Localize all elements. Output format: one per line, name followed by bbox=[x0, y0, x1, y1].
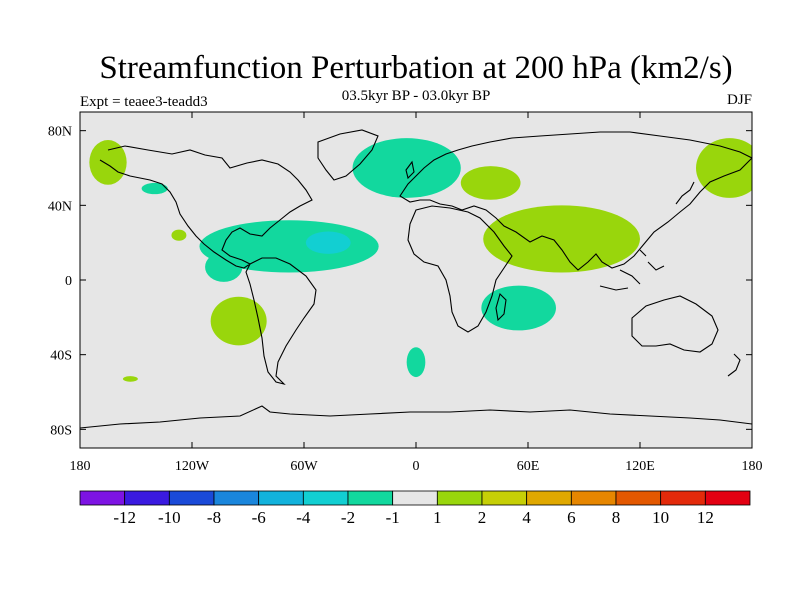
y-tick-label: 80N bbox=[48, 125, 72, 140]
colorbar-label: -2 bbox=[341, 508, 355, 527]
colorbar-swatch bbox=[704, 490, 751, 506]
colorbar-label: -8 bbox=[207, 508, 221, 527]
region-south-indian-ocean-negative bbox=[481, 285, 556, 331]
colorbar-swatch bbox=[347, 490, 394, 506]
y-tick-label: 0 bbox=[65, 274, 72, 289]
region-mediterranean-positive bbox=[460, 166, 521, 200]
colorbar-label: -6 bbox=[252, 508, 266, 527]
x-tick-label: 120W bbox=[175, 459, 210, 474]
region-west-pacific-positive bbox=[696, 138, 752, 198]
coastlines bbox=[80, 129, 752, 429]
shaded-regions bbox=[89, 138, 752, 382]
region-southern-ocean-negative bbox=[406, 347, 426, 378]
colorbar-label: 8 bbox=[612, 508, 621, 527]
maritime-continent-islands bbox=[599, 249, 665, 291]
colorbar-swatch bbox=[392, 490, 438, 506]
colorbar-label: -4 bbox=[296, 508, 311, 527]
x-tick-label: 120E bbox=[625, 459, 655, 474]
colorbar-label: 12 bbox=[697, 508, 714, 527]
plot-title: Streamfunction Perturbation at 200 hPa (… bbox=[99, 50, 733, 86]
colorbar-swatch bbox=[660, 490, 706, 506]
south-america-coast bbox=[245, 257, 317, 386]
region-tropical-atlantic-core bbox=[305, 231, 351, 254]
north-america-coast bbox=[99, 145, 313, 269]
x-tick-label: 180 bbox=[70, 459, 91, 474]
colorbar-swatch bbox=[570, 490, 617, 506]
colorbar-swatch bbox=[481, 490, 528, 506]
x-tick-label: 0 bbox=[413, 459, 420, 474]
region-north-pacific-negative bbox=[141, 182, 168, 195]
colorbar-label: -10 bbox=[158, 508, 181, 527]
colorbar-swatch bbox=[79, 490, 126, 506]
region-east-pacific-small bbox=[171, 229, 187, 241]
new-zealand-coast bbox=[727, 353, 741, 377]
colorbar-label: -1 bbox=[386, 508, 400, 527]
japan-coast bbox=[675, 181, 695, 205]
y-tick-label: 40N bbox=[48, 199, 72, 214]
region-east-tropical-pacific-negative bbox=[205, 251, 243, 282]
colorbar-swatch bbox=[213, 490, 260, 506]
colorbar-swatch bbox=[258, 490, 304, 506]
africa-coast bbox=[407, 205, 513, 333]
region-canada-arctic-negative bbox=[89, 140, 127, 185]
colorbar: -12 -10 -8 -6 -4 -2 -1 1 2 4 6 8 10 12 bbox=[79, 490, 751, 527]
season-label: DJF bbox=[726, 92, 752, 108]
x-tick-label: 180 bbox=[742, 459, 763, 474]
region-south-asia-positive bbox=[483, 205, 640, 273]
colorbar-swatch bbox=[436, 490, 483, 506]
madagascar-coast bbox=[495, 292, 507, 322]
x-tick-label: 60E bbox=[517, 459, 540, 474]
colorbar-label: 10 bbox=[652, 508, 669, 527]
y-tick-label: 40S bbox=[50, 349, 72, 364]
x-tick-label: 60W bbox=[290, 459, 318, 474]
region-north-atlantic-negative bbox=[352, 138, 461, 198]
colorbar-label: 4 bbox=[522, 508, 531, 527]
colorbar-label: -12 bbox=[113, 508, 136, 527]
region-southeast-pacific-positive bbox=[210, 296, 267, 346]
colorbar-swatch bbox=[615, 490, 662, 506]
greenland-coast bbox=[317, 129, 379, 181]
australia-coast bbox=[631, 295, 719, 353]
axes: 180 120W 60W 0 60E 120E 180 80S 40S 0 40N 80N bbox=[48, 112, 763, 474]
colorbar-label: 2 bbox=[478, 508, 487, 527]
colorbar-label: 6 bbox=[567, 508, 576, 527]
y-tick-label: 80S bbox=[50, 423, 72, 438]
antarctica-coast bbox=[80, 405, 752, 429]
colorbar-swatch bbox=[124, 490, 170, 506]
colorbar-label: 1 bbox=[433, 508, 442, 527]
colorbar-swatch bbox=[168, 490, 215, 506]
uk-coast bbox=[405, 160, 415, 180]
subtitle: 03.5kyr BP - 03.0kyr BP bbox=[341, 88, 491, 104]
colorbar-swatch bbox=[302, 490, 349, 506]
region-south-pacific-small bbox=[122, 376, 138, 382]
eurasia-coast bbox=[399, 131, 752, 271]
experiment-label: Expt = teaee3-teadd3 bbox=[80, 94, 208, 110]
colorbar-swatch bbox=[526, 490, 572, 506]
